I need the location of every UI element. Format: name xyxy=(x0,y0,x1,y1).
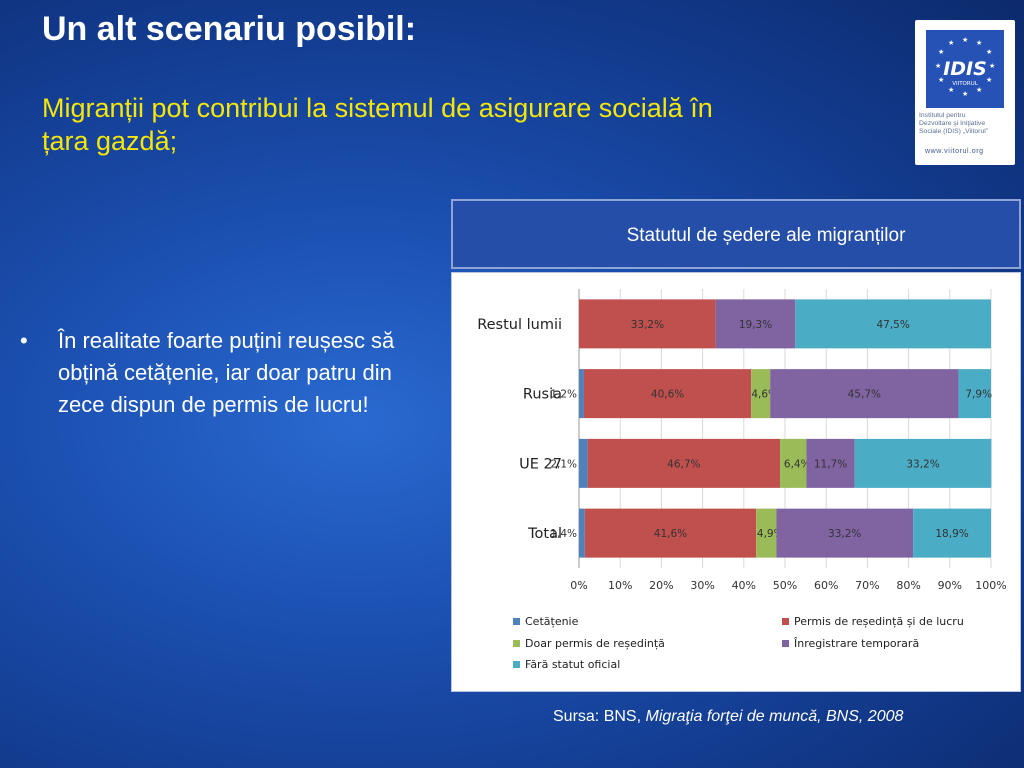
data-label: 11,7% xyxy=(814,458,847,470)
chart-header-title: Statutul de ședere ale migranților xyxy=(626,225,906,246)
bar-segment xyxy=(756,508,777,558)
x-tick-label: 60% xyxy=(814,579,838,592)
svg-text:★: ★ xyxy=(962,36,968,44)
logo-tagline: VIITORUL xyxy=(952,81,979,87)
data-label: 19,3% xyxy=(739,319,772,331)
logo-url: www.viitorul.org xyxy=(925,148,984,155)
svg-text:★: ★ xyxy=(948,86,954,94)
category-label: Total xyxy=(527,526,562,542)
bar-segment xyxy=(579,299,716,349)
legend-swatch xyxy=(513,661,520,668)
data-label: 6,4% xyxy=(784,458,811,470)
source-title: Migraţia forţei de muncă, BNS, 2008 xyxy=(645,708,904,725)
svg-text:★: ★ xyxy=(976,39,982,47)
x-tick-label: 90% xyxy=(938,579,962,592)
chart-panel: 0% 10% 20% 30% 40% 50% 60% 70% 80% 90% 100% Restul … xyxy=(451,272,1021,692)
data-label: 33,2% xyxy=(906,458,939,470)
bar-segment xyxy=(854,438,992,488)
data-label: 45,7% xyxy=(848,389,881,401)
x-tick-label: 40% xyxy=(732,579,756,592)
stars-circle-icon: ★ ★ ★ ★ ★ ★ ★ ★ ★ ★ ★ ★ IDIS VIITORUL xyxy=(935,36,995,98)
svg-text:★: ★ xyxy=(986,48,992,56)
logo-emblem: ★ ★ ★ ★ ★ ★ ★ ★ ★ ★ ★ ★ IDIS VIITORUL xyxy=(926,30,1004,108)
data-label: 1,2% xyxy=(550,389,577,401)
bullet-text: În realitate foarte puțini reușesc să ob… xyxy=(58,328,395,417)
data-label: 33,2% xyxy=(828,528,861,540)
data-label: 33,2% xyxy=(631,319,664,331)
bar-segment xyxy=(770,369,959,419)
legend-entry: Înregistrare temporară xyxy=(793,637,919,650)
x-tick-label: 70% xyxy=(855,579,879,592)
slide-title: Un alt scenariu posibil: xyxy=(42,10,417,48)
bar-segment xyxy=(806,438,855,488)
bar-segment xyxy=(958,369,991,419)
x-tick-label: 20% xyxy=(649,579,673,592)
svg-text:★: ★ xyxy=(935,62,941,70)
logo-org-name: Institutul pentru Dezvoltare şi Iniţiati… xyxy=(919,112,988,135)
x-tick-label: 100% xyxy=(975,579,1006,592)
bar-segment xyxy=(579,438,588,488)
legend-entry: Permis de reședință și de lucru xyxy=(794,615,964,628)
x-tick-label: 50% xyxy=(773,579,797,592)
svg-text:★: ★ xyxy=(976,86,982,94)
svg-text:★: ★ xyxy=(948,39,954,47)
data-label: 46,7% xyxy=(667,458,700,470)
bar-segment xyxy=(583,369,752,419)
bar-segment xyxy=(751,369,771,419)
logo-mark: IDIS xyxy=(943,58,987,80)
bar-segment xyxy=(913,508,991,558)
category-label: Restul lumii xyxy=(477,317,562,333)
data-label: 1,4% xyxy=(550,528,577,540)
chart-header: Statutul de ședere ale migranților xyxy=(451,199,1021,269)
bar-segment xyxy=(584,508,757,558)
legend-swatch xyxy=(513,640,520,647)
slide-subtitle: Migranții pot contribui la sistemul de a… xyxy=(42,93,713,156)
stacked-bar-chart: 0% 10% 20% 30% 40% 50% 60% 70% 80% 90% 100% Restul … xyxy=(477,289,1007,671)
bar-segment xyxy=(587,438,781,488)
x-tick-label: 10% xyxy=(608,579,632,592)
svg-text:★: ★ xyxy=(962,90,968,98)
source-note: Sursa: BNS, Migraţia forţei de muncă, BN… xyxy=(553,708,903,726)
svg-text:★: ★ xyxy=(989,62,995,70)
bar-segment xyxy=(579,508,585,558)
bullet-marker: • xyxy=(20,328,28,353)
bar-segment xyxy=(795,299,991,349)
idis-logo: ★ ★ ★ ★ ★ ★ ★ ★ ★ ★ ★ ★ IDIS VIITORUL Institutul… xyxy=(915,20,1015,165)
legend-swatch xyxy=(782,640,789,647)
legend-swatch xyxy=(782,618,789,625)
data-label: 40,6% xyxy=(651,389,684,401)
x-tick-label: 0% xyxy=(570,579,587,592)
data-label: 2,1% xyxy=(550,458,577,470)
svg-text:★: ★ xyxy=(986,76,992,84)
legend-entry: Cetățenie xyxy=(525,615,579,628)
legend-entry: Doar permis de reședință xyxy=(525,637,665,650)
legend-swatch xyxy=(513,618,520,625)
x-tick-label: 30% xyxy=(690,579,714,592)
svg-text:★: ★ xyxy=(938,76,944,84)
bar-segment xyxy=(579,369,584,419)
bar-segment xyxy=(780,438,807,488)
bar-segment xyxy=(776,508,914,558)
data-label: 18,9% xyxy=(935,528,968,540)
svg-text:★: ★ xyxy=(938,48,944,56)
data-label: 7,9% xyxy=(965,389,992,401)
data-label: 41,6% xyxy=(654,528,687,540)
bar-segment xyxy=(715,299,796,349)
x-tick-label: 80% xyxy=(896,579,920,592)
source-prefix: Sursa: BNS, xyxy=(553,708,646,725)
legend-entry: Fără statut oficial xyxy=(525,658,620,671)
category-label: Rusia xyxy=(523,387,562,403)
category-label: UE 27 xyxy=(519,456,562,472)
data-label: 47,5% xyxy=(876,319,909,331)
